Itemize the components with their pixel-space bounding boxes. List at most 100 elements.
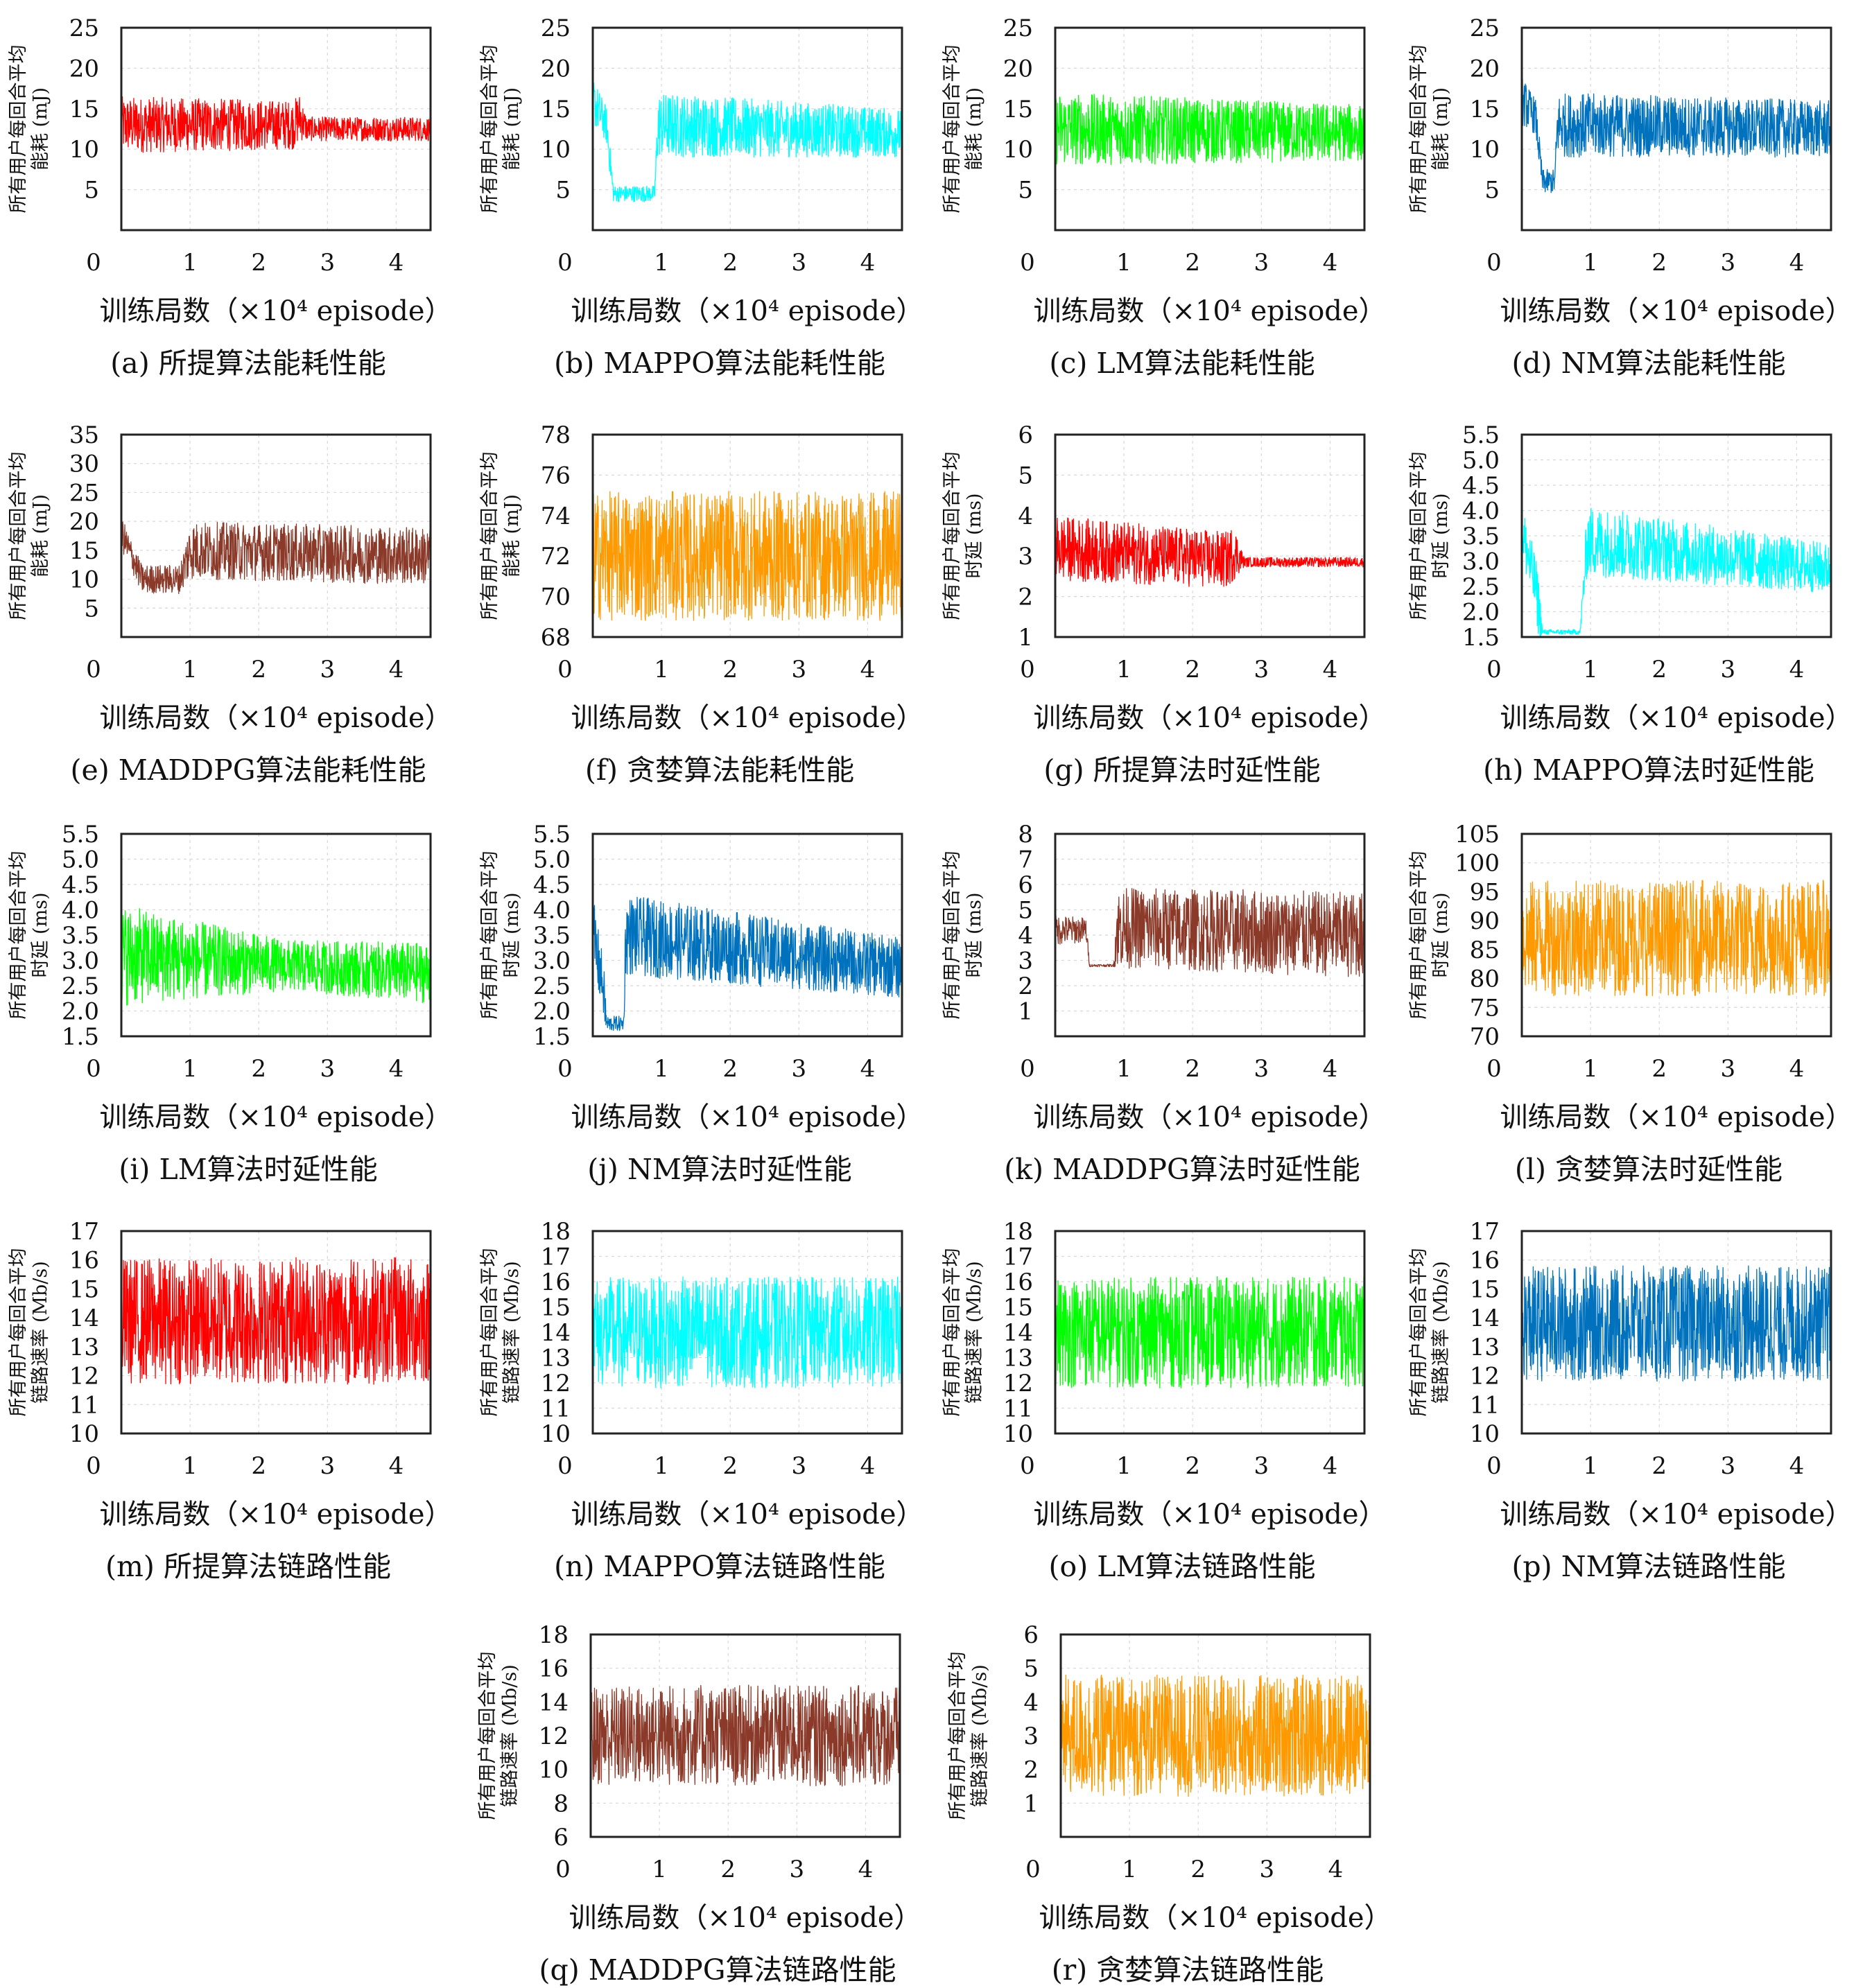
y-tick-label: 6	[1018, 871, 1033, 899]
y-tick-label: 16	[541, 1268, 571, 1296]
y-axis-label: 所有用户每回合平均能耗 (mJ)	[479, 45, 523, 213]
plot-frame	[591, 832, 903, 1038]
y-axis-label: 所有用户每回合平均能耗 (mJ)	[479, 452, 523, 620]
x-tick-label: 2	[1185, 1452, 1200, 1480]
y-tick-label: 5	[84, 595, 99, 622]
y-axis-label: 所有用户每回合平均能耗 (mJ)	[8, 452, 51, 620]
y-tick-label: 14	[69, 1305, 99, 1332]
x-tick-label: 0	[86, 249, 101, 277]
x-tick-label: 1	[1122, 1856, 1137, 1883]
x-axis-label: 训练局数（×10⁴ episode）	[1033, 1101, 1386, 1133]
y-tick-label: 14	[539, 1689, 569, 1716]
y-axis-label-line: 能耗 (mJ)	[1430, 87, 1452, 171]
y-tick-label: 5.5	[62, 821, 99, 848]
x-tick-label: 1	[182, 1452, 198, 1480]
x-axis-label: 训练局数（×10⁴ episode）	[571, 295, 923, 327]
y-axis-label-line: 所有用户每回合平均	[1408, 45, 1430, 213]
x-tick-label: 4	[1789, 1452, 1805, 1480]
y-tick-label: 3.0	[533, 948, 571, 975]
y-tick-label: 4.5	[1462, 472, 1500, 500]
y-tick-label: 3	[1023, 1723, 1039, 1750]
plot-frame	[1520, 832, 1832, 1038]
y-tick-label: 5	[1484, 177, 1500, 204]
x-tick-label: 2	[722, 249, 738, 277]
series-line	[1055, 517, 1365, 587]
x-tick-label: 2	[1185, 1055, 1200, 1083]
plot-frame	[120, 433, 432, 638]
x-tick-label: 3	[1260, 1856, 1275, 1883]
y-tick-label: 3.5	[1462, 523, 1500, 550]
x-axis-label: 训练局数（×10⁴ episode）	[1033, 702, 1386, 734]
y-tick-label: 10	[1470, 1420, 1500, 1448]
series-line	[592, 77, 903, 202]
x-tick-label: 4	[860, 1055, 876, 1083]
x-axis-label: 训练局数（×10⁴ episode）	[569, 1902, 921, 1934]
y-axis-label: 所有用户每回合平均链路速率 (Mb/s)	[477, 1652, 521, 1820]
x-tick-label: 4	[860, 1452, 876, 1480]
y-tick-label: 80	[1470, 966, 1500, 993]
y-tick-label: 5	[1018, 177, 1033, 204]
y-tick-label: 15	[1470, 96, 1500, 123]
y-tick-label: 11	[1470, 1391, 1500, 1419]
y-tick-label: 2.5	[533, 973, 571, 1000]
x-axis-label: 训练局数（×10⁴ episode）	[1500, 702, 1853, 734]
y-axis-label: 所有用户每回合平均时延 (ms)	[1408, 452, 1452, 620]
y-tick-label: 3.5	[533, 922, 571, 950]
y-tick-label: 4.0	[62, 897, 99, 925]
y-tick-label: 2.5	[62, 973, 99, 1000]
y-tick-label: 4	[1018, 922, 1033, 950]
y-tick-label: 12	[1003, 1370, 1033, 1397]
y-tick-label: 16	[539, 1655, 569, 1683]
y-tick-label: 76	[541, 462, 571, 489]
series-line	[121, 96, 431, 153]
y-tick-label: 17	[1470, 1218, 1500, 1246]
x-tick-label: 0	[1486, 1452, 1502, 1480]
panel-caption: (h) MAPPO算法时延性能	[1483, 753, 1814, 787]
x-tick-label: 4	[860, 656, 876, 683]
y-axis-label-line: 所有用户每回合平均	[479, 1248, 501, 1417]
y-tick-label: 15	[1003, 96, 1033, 123]
y-tick-label: 3	[1018, 948, 1033, 975]
panel-caption: (i) LM算法时延性能	[119, 1153, 377, 1186]
x-tick-label: 3	[320, 249, 336, 277]
y-tick-label: 70	[1470, 1023, 1500, 1051]
x-tick-label: 0	[1486, 656, 1502, 683]
y-tick-label: 25	[1470, 15, 1500, 42]
x-tick-label: 3	[1254, 249, 1269, 277]
y-axis-label: 所有用户每回合平均能耗 (mJ)	[1408, 45, 1452, 213]
plot-frame	[591, 433, 903, 638]
y-axis-label-line: 所有用户每回合平均	[8, 851, 29, 1020]
x-axis-label: 训练局数（×10⁴ episode）	[571, 702, 923, 734]
y-tick-label: 30	[69, 451, 99, 478]
y-tick-label: 20	[1470, 55, 1500, 82]
x-tick-label: 4	[858, 1856, 874, 1883]
y-tick-label: 16	[1003, 1268, 1033, 1296]
series-line	[1060, 1674, 1371, 1797]
x-axis-label: 训练局数（×10⁴ episode）	[99, 702, 452, 734]
x-tick-label: 0	[1020, 1055, 1035, 1083]
y-axis-label: 所有用户每回合平均能耗 (mJ)	[942, 45, 985, 213]
y-axis-label-line: 时延 (ms)	[964, 892, 985, 977]
x-tick-label: 1	[1583, 1452, 1598, 1480]
x-tick-label: 3	[1254, 656, 1269, 683]
y-axis-label-line: 链路速率 (Mb/s)	[30, 1261, 51, 1404]
y-tick-label: 5.0	[533, 846, 571, 874]
series-line	[1055, 888, 1365, 977]
plot-frame	[1520, 1230, 1832, 1435]
y-axis-label-line: 链路速率 (Mb/s)	[501, 1261, 523, 1404]
y-axis-label: 所有用户每回合平均链路速率 (Mb/s)	[8, 1248, 51, 1417]
y-tick-label: 3	[1018, 543, 1033, 570]
panel-caption: (c) LM算法能耗性能	[1049, 347, 1315, 380]
y-tick-label: 1.5	[533, 1023, 571, 1051]
series-line	[121, 908, 431, 1006]
y-axis-label-line: 所有用户每回合平均	[942, 851, 963, 1020]
series-line	[121, 516, 431, 595]
series-line	[121, 1257, 431, 1385]
x-tick-label: 3	[1254, 1055, 1269, 1083]
series-line	[592, 896, 903, 1031]
x-axis-label: 训练局数（×10⁴ episode）	[1033, 1499, 1386, 1531]
y-tick-label: 90	[1470, 907, 1500, 935]
